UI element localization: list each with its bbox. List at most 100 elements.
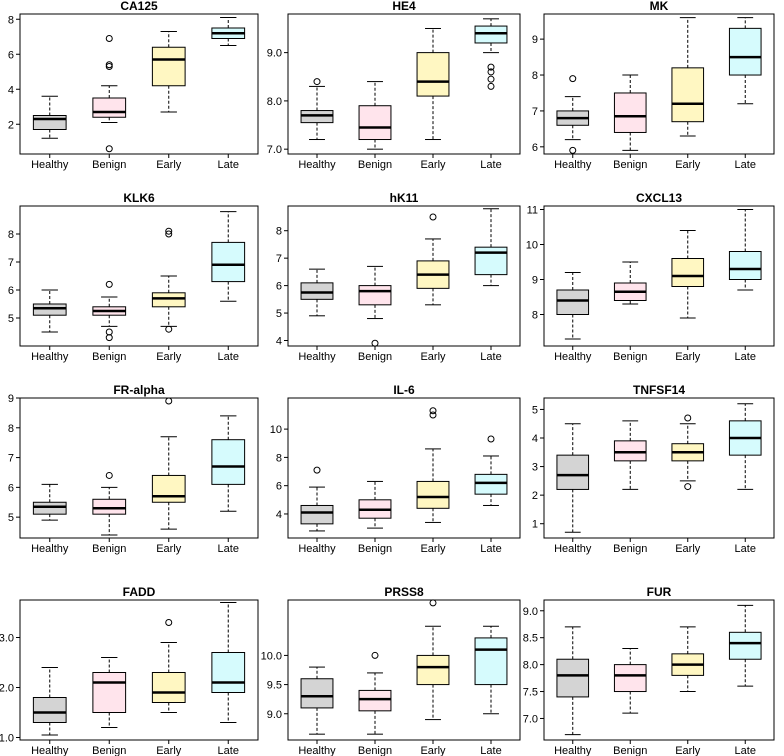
plot-frame	[543, 599, 775, 741]
iqr-box	[358, 105, 392, 141]
y-tick-label: 5	[276, 308, 282, 320]
x-tick-label: Late	[480, 159, 501, 171]
x-tick-label: Healthy	[298, 159, 336, 171]
iqr-box	[671, 67, 705, 123]
y-tick-label: 3	[532, 462, 538, 474]
y-tick-label: 5	[8, 512, 14, 524]
boxplot-panel-tnfsf14: TNFSF14 1 2 3 4 5 Healthy Benign Early Late	[532, 383, 775, 555]
y-tick-label: 8.0	[267, 96, 282, 108]
y-tick-label: 2.0	[0, 683, 14, 695]
plot-frame	[287, 13, 521, 155]
y-tick-label: 9	[532, 275, 538, 287]
y-tick-label: 8	[8, 423, 14, 435]
y-tick-label: 8	[276, 226, 282, 238]
x-tick-label: Late	[218, 543, 239, 555]
x-tick-label: Early	[156, 159, 182, 171]
x-tick-label: Healthy	[298, 351, 336, 363]
iqr-box	[32, 303, 67, 316]
iqr-box	[151, 46, 186, 87]
iqr-box	[416, 480, 450, 509]
panel-title: TNFSF14	[633, 383, 685, 397]
y-tick-label: 9	[8, 393, 14, 405]
iqr-box	[474, 637, 508, 686]
outlier-point	[165, 619, 173, 626]
x-tick-label: Healthy	[554, 159, 592, 171]
y-tick-label: 8.5	[523, 633, 538, 645]
box-benign	[613, 647, 647, 714]
outlier-point	[429, 407, 437, 415]
box-healthy	[300, 466, 334, 532]
iqr-box	[300, 678, 334, 709]
iqr-box	[32, 697, 67, 723]
y-tick-label: 4	[532, 433, 538, 445]
x-tick-label: Early	[420, 745, 446, 756]
iqr-box	[151, 292, 186, 308]
plot-frame	[287, 599, 521, 741]
x-tick-label: Benign	[613, 351, 647, 363]
box-late	[474, 625, 508, 715]
box-late	[474, 208, 508, 287]
boxplot-panel-he4: HE4 7.0 8.0 9.0 Healthy Benign Early Late	[267, 0, 521, 171]
box-healthy	[300, 268, 334, 317]
x-tick-label: Early	[420, 351, 446, 363]
box-healthy	[556, 75, 590, 154]
y-tick-label: 3.0	[0, 633, 14, 645]
box-healthy	[300, 78, 334, 141]
outlier-point	[105, 328, 113, 336]
y-tick-label: 6	[8, 49, 14, 61]
y-tick-label: 2	[532, 490, 538, 502]
x-tick-label: Early	[675, 159, 701, 171]
x-tick-label: Late	[218, 159, 239, 171]
box-benign	[92, 471, 127, 536]
x-tick-label: Healthy	[298, 745, 336, 756]
iqr-box	[613, 440, 647, 462]
box-early	[671, 230, 705, 319]
box-healthy	[32, 95, 67, 139]
box-early	[151, 227, 186, 333]
y-tick-label: 6	[8, 285, 14, 297]
box-benign	[92, 657, 127, 728]
y-tick-label: 6	[532, 142, 538, 154]
outlier-point	[371, 651, 379, 659]
y-tick-label: 9.5	[267, 680, 282, 692]
outlier-point	[487, 63, 495, 71]
box-late	[474, 18, 508, 90]
x-tick-label: Early	[156, 745, 182, 756]
outlier-point	[371, 339, 379, 347]
boxplot-panel-hk11: hK11 4 5 6 7 8 Healthy Benign Early Late	[276, 191, 521, 363]
x-tick-label: Benign	[358, 745, 392, 756]
outlier-point	[313, 78, 321, 86]
y-tick-label: 1.0	[0, 733, 14, 745]
iqr-box	[416, 52, 450, 97]
box-early	[416, 213, 450, 306]
iqr-box	[92, 672, 127, 713]
box-benign	[613, 261, 647, 305]
iqr-box	[613, 664, 647, 693]
outlier-point	[569, 146, 577, 154]
y-tick-label: 9	[532, 34, 538, 46]
panel-title: MK	[650, 0, 669, 13]
plot-frame	[543, 13, 775, 155]
y-tick-label: 10	[270, 424, 282, 436]
iqr-box	[556, 289, 590, 315]
x-tick-label: Early	[675, 351, 701, 363]
y-tick-label: 6	[276, 481, 282, 493]
x-tick-label: Benign	[358, 351, 392, 363]
panel-title: FUR	[647, 585, 672, 599]
iqr-box	[613, 92, 647, 133]
box-late	[211, 415, 246, 512]
x-tick-label: Benign	[92, 351, 126, 363]
iqr-box	[92, 97, 127, 118]
y-tick-label: 4	[276, 509, 282, 521]
y-tick-label: 8.0	[523, 660, 538, 672]
outlier-point	[105, 61, 113, 69]
box-benign	[358, 651, 392, 735]
y-tick-label: 8	[532, 310, 538, 322]
x-tick-label: Late	[480, 351, 501, 363]
outlier-point	[165, 230, 173, 238]
box-late	[211, 602, 246, 723]
box-benign	[358, 480, 392, 529]
x-tick-label: Healthy	[31, 745, 69, 756]
iqr-box	[728, 27, 762, 76]
x-tick-label: Benign	[92, 543, 126, 555]
